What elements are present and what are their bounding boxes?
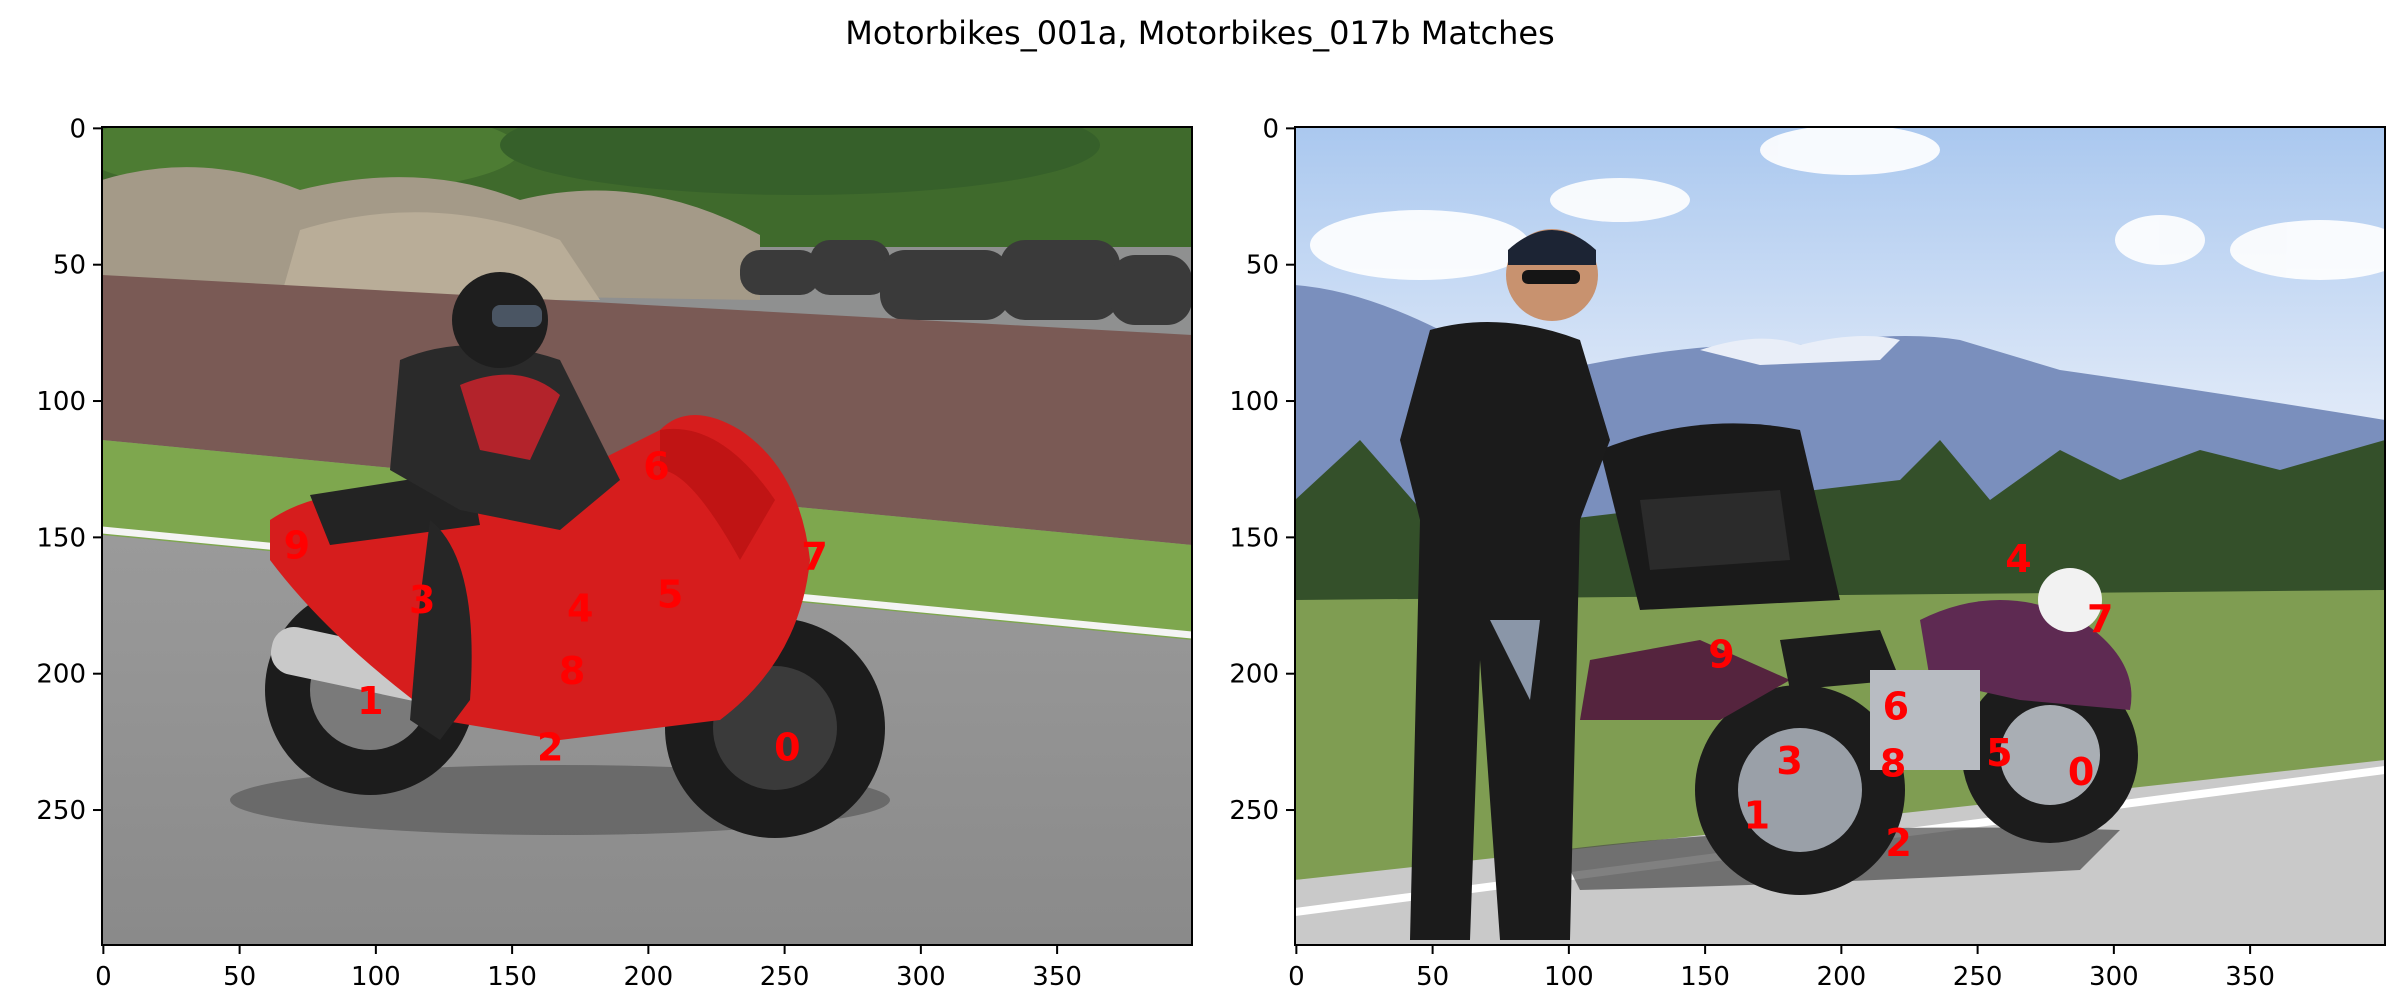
photo-motorbikes-017b — [1295, 127, 2385, 945]
ytick-label-right: 100 — [1229, 387, 1279, 417]
keypoint-label-7-left: 7 — [801, 534, 827, 578]
ytick-label-left: 250 — [36, 796, 86, 826]
xtick-label-left: 200 — [624, 962, 674, 992]
ytick-label-left: 50 — [53, 251, 86, 281]
keypoint-label-7-right: 7 — [2087, 597, 2113, 641]
figure-title: Motorbikes_001a, Motorbikes_017b Matches — [845, 14, 1555, 52]
xtick-label-right: 150 — [1680, 962, 1730, 992]
keypoint-label-0-left: 0 — [774, 725, 800, 769]
xtick-label-right: 50 — [1416, 962, 1449, 992]
xtick-label-right: 100 — [1544, 962, 1594, 992]
keypoints-right: 0 1 2 3 4 5 6 7 8 9 — [1708, 537, 2113, 865]
ytick-label-left: 100 — [36, 387, 86, 417]
keypoint-label-5-right: 5 — [1986, 731, 2012, 775]
xtick-label-right: 200 — [1817, 962, 1867, 992]
keypoint-label-3-left: 3 — [409, 578, 435, 622]
ytick-label-left: 150 — [36, 523, 86, 553]
xtick-label-left: 150 — [487, 962, 537, 992]
xtick-label-left: 0 — [95, 962, 112, 992]
keypoint-label-9-left: 9 — [284, 524, 310, 568]
keypoint-label-6-right: 6 — [1883, 684, 1909, 728]
ytick-label-right: 200 — [1229, 660, 1279, 690]
keypoint-label-1-left: 1 — [357, 679, 383, 723]
xtick-label-right: 250 — [1953, 962, 2003, 992]
photo-motorbikes-001a — [102, 127, 1192, 945]
ytick-label-right: 0 — [1262, 114, 1279, 144]
keypoint-label-5-left: 5 — [657, 573, 683, 617]
ytick-label-right: 250 — [1229, 796, 1279, 826]
keypoint-label-8-left: 8 — [559, 649, 585, 693]
ytick-label-right: 50 — [1246, 251, 1279, 281]
xtick-label-right: 300 — [2089, 962, 2139, 992]
ytick-label-left: 200 — [36, 660, 86, 690]
keypoint-label-2-right: 2 — [1885, 821, 1911, 865]
axes-left-frame — [101, 126, 1193, 946]
ytick-label-right: 150 — [1229, 523, 1279, 553]
xtick-label-left: 300 — [896, 962, 946, 992]
xtick-label-left: 100 — [351, 962, 401, 992]
xtick-label-left: 250 — [760, 962, 810, 992]
xtick-label-right: 350 — [2225, 962, 2275, 992]
keypoint-label-4-right: 4 — [2005, 537, 2031, 581]
keypoint-label-2-left: 2 — [537, 725, 563, 769]
keypoint-label-0-right: 0 — [2068, 750, 2094, 794]
keypoint-label-4-left: 4 — [567, 586, 593, 630]
xtick-label-left: 350 — [1032, 962, 1082, 992]
keypoint-label-1-right: 1 — [1744, 793, 1770, 837]
ytick-label-left: 0 — [69, 114, 86, 144]
keypoint-label-6-left: 6 — [643, 444, 669, 488]
xtick-label-left: 50 — [223, 962, 256, 992]
keypoint-label-3-right: 3 — [1776, 739, 1802, 783]
keypoint-label-9-right: 9 — [1708, 633, 1734, 677]
keypoints-left: 0 1 2 3 4 5 6 7 8 9 — [284, 444, 828, 769]
axes-right-frame — [1294, 126, 2386, 946]
keypoint-label-8-right: 8 — [1880, 742, 1906, 786]
xtick-label-right: 0 — [1288, 962, 1305, 992]
